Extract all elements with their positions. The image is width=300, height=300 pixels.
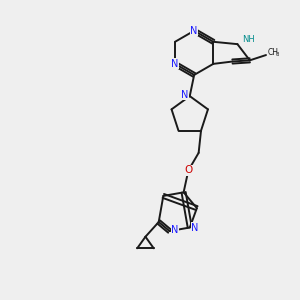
Text: N: N [181, 90, 188, 100]
Text: N: N [171, 225, 178, 235]
Text: NH: NH [242, 35, 255, 44]
Text: N: N [190, 26, 198, 36]
Text: CH: CH [268, 48, 278, 57]
Text: N: N [191, 223, 199, 232]
Text: 3: 3 [275, 52, 279, 57]
Text: O: O [184, 166, 193, 176]
Text: N: N [171, 59, 179, 69]
